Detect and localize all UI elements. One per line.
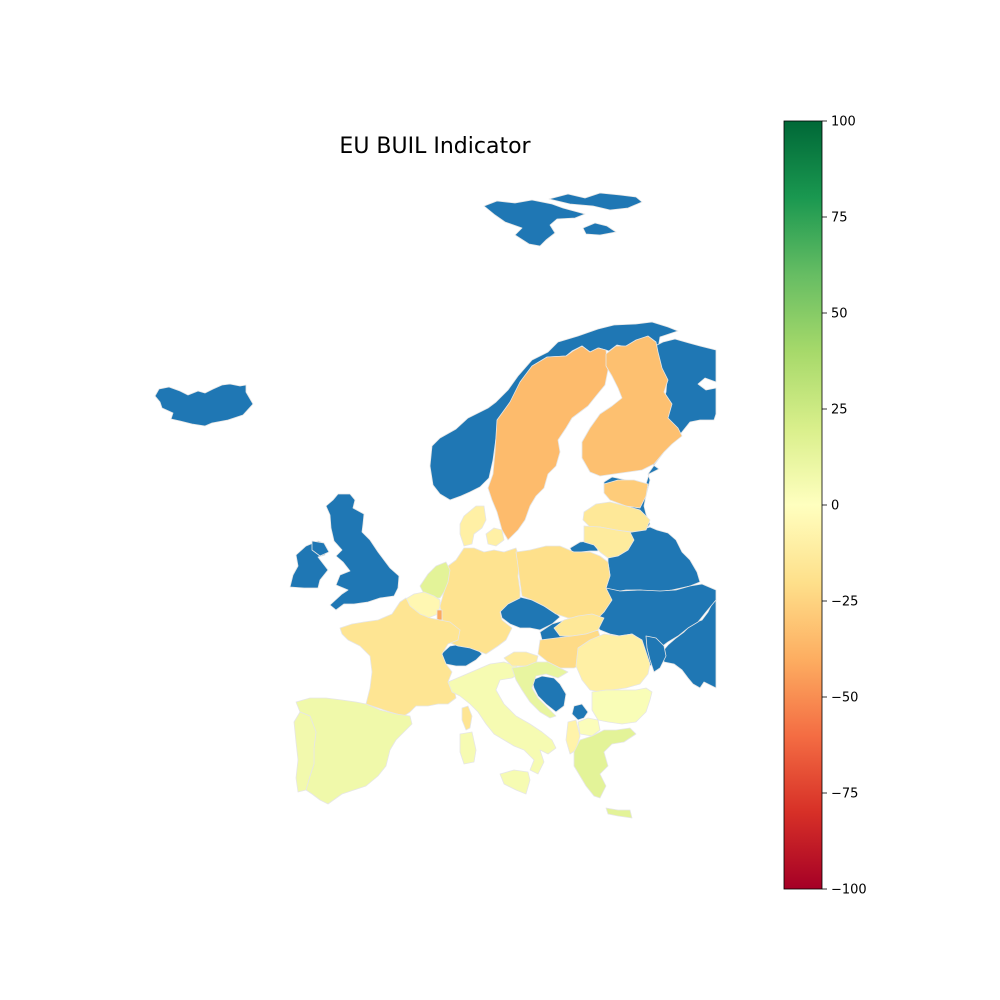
colorbar-tick-label: −100 (831, 883, 867, 898)
region-slovenia (503, 651, 539, 667)
region-poland (515, 545, 613, 623)
colorbar: 100 75 50 25 0 −25 −50 −75 −100 (783, 115, 867, 898)
colorbar-tick-label: −25 (831, 595, 858, 610)
region-ukraine (593, 583, 717, 667)
region-croatia (511, 661, 569, 719)
region-united-kingdom (311, 493, 400, 611)
region-iceland (154, 383, 254, 427)
colorbar-gradient (783, 120, 823, 890)
colorbar-tick-label: 100 (831, 115, 856, 130)
region-bosnia (531, 675, 567, 713)
colorbar-tick-label: 0 (831, 499, 839, 514)
region-portugal (293, 711, 317, 793)
map-title: EU BUIL Indicator (339, 134, 531, 159)
map-area (154, 192, 717, 819)
region-denmark (459, 505, 505, 547)
colorbar-tick-label: 25 (831, 403, 848, 418)
region-north-macedonia (577, 717, 601, 737)
region-estonia (603, 479, 649, 509)
region-romania (575, 633, 651, 693)
region-moldova (645, 635, 667, 673)
region-finland (581, 335, 683, 477)
region-lithuania (583, 525, 635, 559)
region-italy (447, 661, 557, 795)
colorbar-tick-label: −75 (831, 787, 858, 802)
colorbar-tick-label: 50 (831, 307, 848, 322)
region-czechia (499, 596, 561, 631)
region-greece (573, 727, 637, 819)
region-bulgaria (591, 687, 653, 725)
region-germany (439, 547, 521, 655)
region-svalbard (483, 192, 643, 247)
colorbar-tick-label: −50 (831, 691, 858, 706)
region-luxembourg (436, 609, 443, 621)
region-slovakia (553, 613, 605, 637)
colorbar-tick-label: 75 (831, 211, 848, 226)
region-sweden (487, 345, 609, 541)
region-serbia (571, 703, 589, 721)
